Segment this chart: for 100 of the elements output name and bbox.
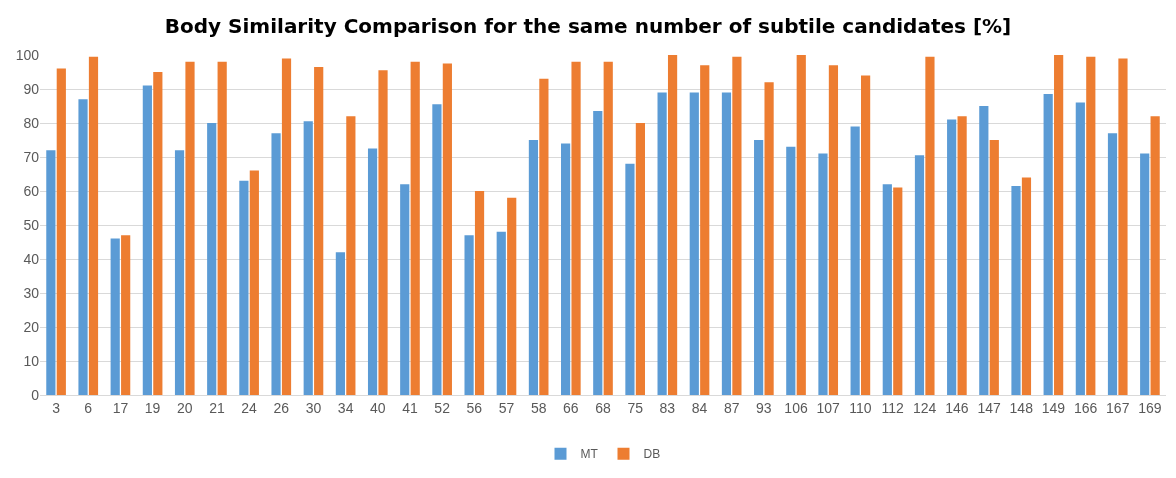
- x-tick-label: 41: [402, 399, 418, 416]
- legend-label: MT: [580, 447, 599, 462]
- bar: [721, 92, 732, 395]
- y-tick-label: 100: [15, 46, 40, 63]
- bar: [207, 123, 217, 395]
- x-tick-label: 6: [84, 399, 93, 416]
- bar: [828, 65, 839, 395]
- x-tick-label: 124: [913, 399, 937, 416]
- bar: [850, 126, 860, 395]
- legend-label: DB: [643, 447, 661, 462]
- x-tick-label: 58: [530, 399, 547, 416]
- x-tick-label: 112: [881, 399, 904, 416]
- bar: [239, 180, 249, 395]
- y-tick-label: 90: [23, 80, 40, 97]
- bar: [378, 70, 388, 395]
- y-tick-label: 30: [23, 284, 40, 301]
- bar: [528, 140, 539, 395]
- bar: [56, 68, 66, 395]
- bar: [271, 133, 281, 395]
- bar: [947, 119, 957, 395]
- bar: [925, 56, 935, 395]
- x-tick-label: 17: [112, 399, 129, 416]
- bar: [754, 140, 764, 395]
- bar: [303, 121, 313, 395]
- bar: [796, 55, 806, 395]
- bar: [957, 116, 967, 395]
- bar: [1021, 177, 1032, 395]
- bar: [571, 61, 581, 395]
- bar: [432, 104, 442, 395]
- bar: [625, 163, 635, 395]
- y-tick-label: 80: [23, 114, 40, 131]
- x-tick-label: 169: [1138, 399, 1162, 416]
- bar: [539, 78, 549, 395]
- y-tick-label: 40: [23, 250, 40, 267]
- x-tick-label: 83: [659, 399, 676, 416]
- bar: [700, 65, 710, 395]
- bar: [818, 153, 828, 395]
- x-tick-label: 84: [691, 399, 708, 416]
- bar: [1086, 56, 1096, 395]
- bar: [1107, 133, 1118, 395]
- bar: [786, 146, 796, 395]
- bar: [507, 197, 517, 395]
- bar: [603, 61, 613, 395]
- bar: [367, 148, 378, 395]
- bar: [979, 106, 989, 395]
- y-tick-label: 60: [23, 182, 40, 199]
- x-tick-label: 19: [144, 399, 161, 416]
- y-tick-label: 20: [23, 318, 40, 335]
- bar: [78, 99, 88, 395]
- x-tick-label: 106: [784, 399, 808, 416]
- x-tick-label: 57: [498, 399, 515, 416]
- bar: [1011, 185, 1021, 395]
- bar: [474, 191, 485, 395]
- bar: [1075, 102, 1085, 395]
- x-tick-label: 66: [563, 399, 579, 416]
- bar: [346, 116, 356, 395]
- x-tick-label: 30: [305, 399, 322, 416]
- y-tick-label: 0: [31, 386, 40, 403]
- bar: [861, 75, 871, 395]
- bar: [142, 85, 152, 395]
- bar: [464, 235, 474, 395]
- x-tick-label: 20: [176, 399, 193, 416]
- x-tick-label: 146: [945, 399, 969, 416]
- bar: [442, 63, 452, 395]
- x-tick-label: 148: [1009, 399, 1034, 416]
- bar: [88, 56, 99, 395]
- bar: [153, 72, 163, 395]
- bar: [110, 238, 120, 395]
- bar: [249, 170, 259, 395]
- x-tick-label: 87: [723, 399, 740, 416]
- bar: [217, 61, 227, 395]
- x-tick-label: 40: [370, 399, 386, 416]
- bar: [657, 92, 667, 395]
- bar: [1054, 55, 1064, 395]
- x-tick-label: 26: [273, 399, 290, 416]
- x-tick-label: 107: [816, 399, 841, 416]
- bar: [732, 56, 742, 395]
- bar: [46, 150, 56, 395]
- x-tick-label: 110: [849, 399, 872, 416]
- x-tick-label: 52: [434, 399, 451, 416]
- bar: [561, 143, 571, 395]
- bar: [121, 235, 131, 395]
- bar: [281, 58, 292, 395]
- bar: [314, 66, 324, 395]
- bar: [893, 187, 903, 395]
- chart-title: Body Similarity Comparison for the same number of subtile candidates [%]: [164, 14, 1012, 39]
- x-tick-label: 166: [1073, 399, 1098, 416]
- x-tick-label: 68: [595, 399, 611, 416]
- bar: [635, 123, 645, 395]
- bar: [335, 252, 345, 395]
- x-tick-label: 21: [209, 399, 225, 416]
- bar: [1118, 58, 1128, 395]
- x-tick-label: 56: [466, 399, 483, 416]
- x-tick-label: 93: [756, 399, 772, 416]
- bar: [1043, 94, 1053, 395]
- bar: [400, 184, 410, 395]
- x-tick-label: 34: [337, 399, 354, 416]
- x-tick-label: 149: [1041, 399, 1066, 416]
- bar: [1150, 116, 1160, 395]
- y-tick-label: 70: [23, 148, 40, 165]
